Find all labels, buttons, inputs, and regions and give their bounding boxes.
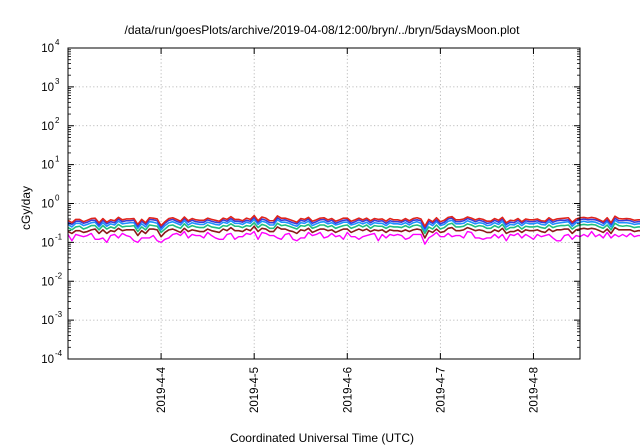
x-tick-label: 2019-4-7 [435,367,447,413]
y-tick-label: 10 [41,354,54,366]
x-tick-label: 2019-4-5 [249,367,261,413]
chart-title: /data/run/goesPlots/archive/2019-04-08/1… [125,23,521,37]
series-line [67,216,640,230]
y-tick-exponent: 3 [55,77,60,86]
y-tick-label: 10 [41,121,54,133]
x-tick-label: 2019-4-4 [156,366,168,413]
y-tick-exponent: -3 [55,310,63,319]
x-axis-label: Coordinated Universal Time (UTC) [230,431,414,445]
y-tick-exponent: -1 [55,232,63,241]
y-tick-label: 10 [41,315,54,327]
grid [68,48,580,359]
y-tick-label: 10 [41,43,54,55]
y-tick-label: 10 [41,276,54,288]
series-line [67,221,640,235]
x-tick-label: 2019-4-8 [528,367,540,413]
series-layer [67,214,640,245]
y-tick-exponent: 2 [55,116,60,125]
x-ticks: 2019-4-4 2019-4-5 2019-4-6 2019-4-7 2019-4-8 [156,48,540,413]
series-line [67,214,640,228]
y-tick-exponent: 0 [55,194,60,203]
y-tick-label: 10 [41,82,54,94]
y-tick-exponent: 4 [55,38,60,47]
y-tick-exponent: 1 [55,155,60,164]
y-tick-label: 10 [41,160,54,172]
y-tick-label: 10 [41,199,54,211]
y-tick-exponent: -2 [55,271,63,280]
y-axis-label: cGy/day [19,186,33,230]
y-tick-exponent: -4 [55,349,63,358]
x-tick-label: 2019-4-6 [342,367,354,413]
series-line [67,230,640,245]
series-line [67,218,640,232]
y-tick-label: 10 [41,237,54,249]
series-line [67,225,640,239]
